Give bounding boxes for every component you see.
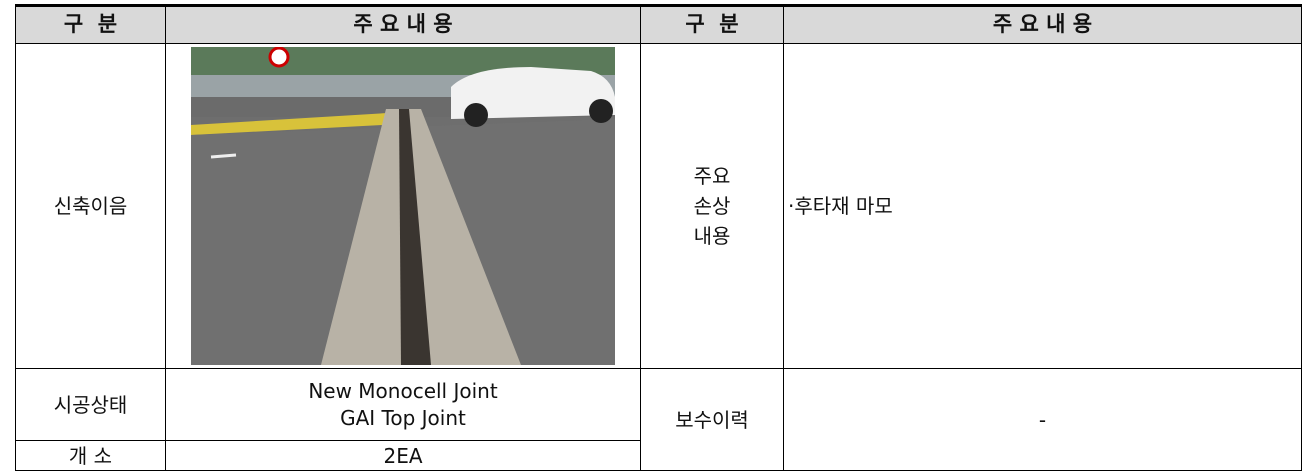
construction-label: 시공상태 [15, 368, 166, 441]
header-cell: 구 분 [640, 4, 784, 44]
construction-content: New Monocell Joint GAI Top Joint [165, 368, 641, 441]
label-line: 내용 [693, 224, 731, 248]
repair-label: 보수이력 [640, 368, 784, 471]
header-cell: 구 분 [15, 4, 166, 44]
count-content: 2EA [165, 440, 641, 471]
label-line: 주요 [693, 164, 731, 188]
content-line: New Monocell Joint [308, 378, 498, 403]
damage-content: ·후타재 마모 [783, 43, 1302, 369]
header-cell: 주 요 내 용 [165, 4, 641, 44]
header-cell: 주 요 내 용 [783, 4, 1302, 44]
content-line: GAI Top Joint [340, 405, 466, 430]
joint-label: 신축이음 [15, 43, 166, 369]
count-label: 개 소 [15, 440, 166, 471]
repair-content: - [783, 368, 1302, 471]
photo-cell [165, 43, 641, 369]
label-line: 손상 [693, 194, 731, 218]
photo [191, 47, 615, 365]
damage-label: 주요 손상 내용 [640, 43, 784, 369]
